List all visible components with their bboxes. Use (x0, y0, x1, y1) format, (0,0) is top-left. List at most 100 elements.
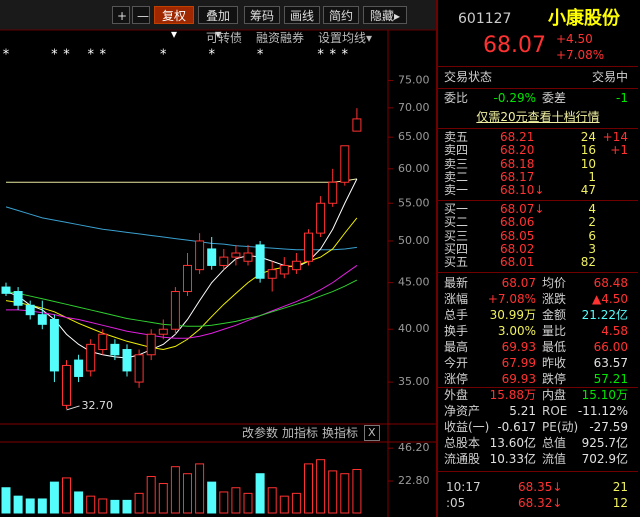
candle-body (122, 349, 132, 372)
volume-bar (110, 499, 120, 514)
book-volume: 2 (588, 215, 596, 230)
candle-body (304, 232, 313, 262)
stat-value: 69.93 (501, 372, 536, 386)
stat-label: 净资产 (444, 404, 481, 418)
book-label: 买二 (444, 215, 469, 230)
event-marker: * (63, 48, 70, 63)
book-price: 68.01 (500, 255, 535, 270)
volume-bar (146, 476, 156, 514)
stat-value: 67.99 (501, 356, 536, 370)
stat-value: 702.9亿 (581, 452, 628, 466)
volume-bar (267, 487, 277, 514)
book-volume: 16 (580, 143, 596, 158)
book-delta: +14 (602, 130, 628, 144)
book-volume: 10 (580, 156, 596, 171)
book-volume: 24 (580, 130, 596, 144)
event-marker: * (100, 48, 107, 63)
ratio-label: 委差 (542, 91, 567, 105)
volume-bar (122, 499, 132, 514)
candle-body (291, 260, 301, 271)
stat-label: 流通股 (444, 452, 481, 466)
stat-value: ▲4.50 (592, 292, 628, 306)
stat-label: 收益(一) (444, 420, 490, 434)
event-marker: * (3, 48, 10, 63)
separator (438, 88, 638, 89)
volume-bar (328, 470, 338, 514)
stat-label: 涨停 (444, 372, 469, 386)
book-volume: 3 (588, 241, 596, 256)
quote-panel: 601127 小康股份 68.07 +4.50 +7.08% 交易状态 交易中 委比 -0.29… (436, 0, 640, 517)
book-delta: +1 (610, 143, 628, 158)
stat-label: 金额 (542, 308, 567, 322)
book-label: 买五 (444, 255, 469, 270)
book-price: 68.20 (500, 143, 535, 158)
book-price: 68.07↓ (500, 202, 545, 216)
event-marker: * (51, 48, 58, 63)
book-label: 买三 (444, 228, 469, 243)
volume-bar (37, 498, 47, 514)
stat-value: 5.21 (509, 404, 536, 418)
indicator-tool[interactable]: 换指标 (322, 426, 359, 440)
candle-body (340, 145, 350, 183)
book-label: 卖四 (444, 143, 469, 158)
volume-bar (231, 487, 241, 514)
toolbar-button[interactable]: 筹码 (244, 6, 280, 24)
stat-value: 57.21 (593, 372, 628, 386)
volume-bar (13, 495, 23, 514)
book-price: 68.02 (500, 241, 535, 256)
low-annotation: 32.70 (82, 399, 114, 412)
moving-average (5, 279, 358, 327)
volume-bar (352, 469, 362, 514)
toolbar-button[interactable]: 复权▾ (154, 6, 194, 41)
volume-bar (316, 459, 326, 514)
chart-link[interactable]: 融资融券 (256, 31, 305, 45)
candle-body (255, 244, 265, 279)
chart-link[interactable]: 设置均线▾ (318, 31, 373, 45)
volume-bar (74, 491, 84, 514)
candle-body (219, 256, 229, 266)
stat-label: 昨收 (542, 356, 567, 370)
book-price: 68.18 (500, 156, 535, 171)
candle-body (352, 118, 362, 132)
toolbar-button[interactable]: + (112, 6, 130, 24)
event-marker: * (342, 48, 349, 63)
volume-bar (340, 473, 350, 514)
candle-body (316, 202, 326, 234)
indicator-tool[interactable]: 加指标 (282, 426, 319, 440)
book-volume: 6 (588, 228, 596, 243)
volume-bar (25, 498, 35, 514)
toolbar-button[interactable]: 简约 (323, 6, 359, 24)
y-tick-label: 22.80 (398, 474, 430, 487)
toolbar-button[interactable]: — (132, 6, 150, 24)
volume-bar (255, 473, 265, 514)
toolbar-button[interactable]: 叠加▾ (198, 6, 238, 41)
promo-link[interactable]: 仅需20元查看十档行情 (476, 110, 600, 124)
stat-label: 内盘 (542, 388, 567, 402)
price-change: +4.50 (556, 32, 593, 46)
candle-body (170, 291, 180, 330)
volume-bar (195, 463, 205, 514)
y-tick-label: 45.00 (398, 276, 430, 289)
candle-body (243, 252, 253, 262)
book-price: 68.21 (500, 130, 535, 144)
stat-value: -11.12% (577, 404, 628, 418)
y-tick-label: 40.00 (398, 322, 430, 335)
toolbar-button[interactable]: 隐藏▸ (363, 6, 407, 24)
candle-body (62, 364, 71, 406)
chart-link[interactable]: 可转债 (206, 31, 243, 45)
indicator-tool[interactable]: 改参数 (242, 426, 279, 440)
stat-value: 30.99万 (489, 308, 536, 322)
book-label: 卖五 (444, 130, 469, 144)
stat-value: 3.00% (497, 324, 536, 338)
stat-label: 总值 (542, 436, 567, 450)
status-value: 交易中 (591, 70, 628, 84)
candle-body (328, 181, 338, 204)
y-tick-label: 75.00 (398, 74, 430, 87)
toolbar-button[interactable]: 画线 (284, 6, 320, 24)
y-tick-label: 50.00 (398, 234, 430, 247)
stat-value: 69.93 (501, 340, 536, 354)
trade-price: 68.32↓ (518, 496, 563, 510)
y-tick-label: 46.20 (398, 441, 430, 454)
close-button[interactable]: X (364, 425, 380, 441)
stat-label: 均价 (542, 276, 567, 290)
